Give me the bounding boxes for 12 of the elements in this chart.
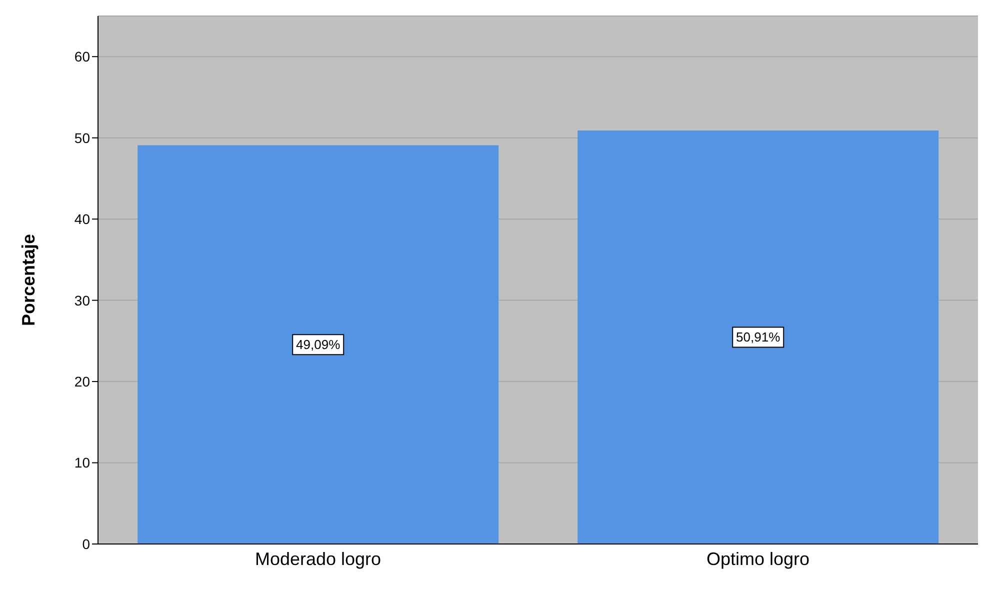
y-tick-label: 10	[74, 454, 90, 471]
y-tick-label: 60	[74, 48, 90, 65]
y-tick-label: 50	[74, 130, 90, 146]
y-tick-label: 0	[82, 536, 90, 552]
x-tick-label: Optimo logro	[706, 548, 810, 569]
y-tick-label: 40	[74, 211, 90, 228]
y-tick-label: 20	[74, 374, 90, 390]
data-label: 50,91%	[736, 330, 781, 345]
y-tick-label: 30	[74, 292, 90, 308]
x-tick-label: Moderado logro	[254, 548, 382, 569]
y-axis-title: Porcentaje	[18, 234, 38, 326]
data-label: 49,09%	[296, 337, 341, 352]
